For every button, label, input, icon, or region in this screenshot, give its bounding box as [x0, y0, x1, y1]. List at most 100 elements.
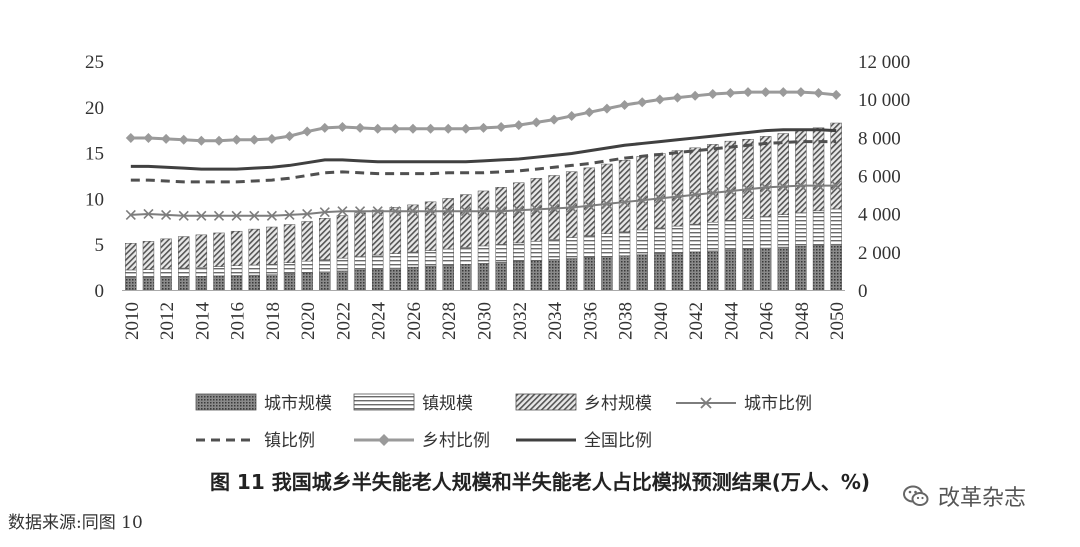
legend-label: 乡村比例: [422, 431, 490, 451]
legend-label: 城市规模: [264, 394, 332, 414]
marker-city-ratio-2041: [672, 191, 683, 202]
bar-city-2011: [142, 277, 155, 291]
marker-rural-ratio-2027: [425, 123, 436, 134]
bar-rural-2013: [178, 236, 190, 269]
chart-title: 图 11 我国城乡半失能老人规模和半失能老人占比模拟预测结果(万人、%): [209, 470, 871, 494]
bar-town-2011: [142, 269, 155, 278]
marker-rural-ratio-2022: [337, 121, 348, 132]
bar-city-2030: [477, 263, 490, 291]
legend-swatch: [195, 393, 257, 411]
right-tick-label: 2 000: [858, 243, 901, 264]
marker-city-ratio-2018: [266, 210, 277, 221]
bar-town-2031: [495, 244, 507, 263]
left-tick-label: 20: [85, 98, 104, 119]
marker-city-ratio-2023: [354, 206, 366, 217]
bar-town-2030: [477, 245, 490, 264]
right-tick-label: 10 000: [858, 90, 910, 111]
marker-city-ratio-2044: [725, 186, 736, 197]
bar-city-2041: [671, 252, 684, 291]
marker-city-ratio-2026: [407, 206, 419, 217]
bar-rural-2043: [707, 144, 719, 223]
x-tick-label: 2010: [122, 302, 143, 340]
marker-city-ratio-2024: [372, 206, 383, 217]
bar-rural-2010: [125, 242, 137, 271]
bar-town-2041: [671, 225, 684, 254]
marker-city-ratio-2020: [302, 208, 313, 220]
left-tick-label: 15: [85, 144, 104, 165]
marker-rural-ratio-2044: [725, 88, 736, 99]
marker-city-ratio-2038: [619, 196, 630, 208]
bar-town-2032: [513, 242, 525, 262]
bar-rural-2015: [213, 232, 225, 267]
bar-rural-2035: [565, 171, 578, 238]
legend-item: 城市比例: [676, 394, 812, 414]
marker-rural-ratio-2011: [143, 132, 154, 143]
bar-rural-2018: [266, 226, 278, 265]
legend-label: 镇比例: [264, 431, 315, 451]
bar-town-2027: [424, 250, 437, 267]
bar-city-2014: [195, 276, 208, 291]
bar-city-2025: [389, 267, 402, 291]
bar-town-2014: [195, 267, 208, 277]
bar-town-2036: [583, 235, 596, 258]
marker-city-ratio-2015: [213, 210, 225, 221]
marker-rural-ratio-2020: [302, 126, 313, 137]
legend-swatch: [353, 393, 415, 411]
bar-town-2042: [689, 223, 701, 253]
bar-city-2035: [565, 258, 578, 291]
marker-city-ratio-2029: [460, 206, 471, 217]
bar-town-2047: [777, 214, 789, 248]
bar-town-2044: [724, 220, 737, 251]
watermark-text: 改革杂志: [938, 486, 1027, 511]
bar-city-2026: [407, 266, 419, 291]
bar-city-2017: [248, 274, 260, 291]
right-tick-label: 4 000: [858, 205, 901, 226]
wechat-icon: [903, 485, 929, 506]
bar-rural-2032: [513, 182, 525, 244]
line-national-ratio: [130, 128, 837, 171]
line-town-ratio: [130, 140, 837, 184]
lines-layer: [125, 87, 842, 221]
left-tick-label: 0: [95, 281, 105, 302]
marker-rural-ratio-2037: [601, 103, 612, 114]
bar-town-2020: [301, 260, 313, 274]
bar-rural-2041: [671, 150, 684, 227]
bar-city-2024: [371, 268, 384, 291]
marker-rural-ratio-2029: [460, 123, 471, 134]
x-tick-label: 2016: [228, 302, 249, 340]
x-tick-label: 2028: [439, 302, 460, 340]
legend-marker: [378, 434, 390, 446]
bar-city-2040: [654, 253, 666, 291]
x-tick-label: 2026: [404, 302, 425, 340]
marker-rural-ratio-2042: [690, 90, 701, 101]
legend-swatch: [515, 393, 577, 411]
marker-rural-ratio-2013: [178, 134, 189, 145]
bar-city-2049: [812, 244, 825, 291]
marker-rural-ratio-2012: [161, 133, 172, 144]
marker-city-ratio-2032: [513, 205, 524, 216]
legend-item: 乡村规模: [515, 393, 652, 414]
watermark: 改革杂志: [902, 480, 1026, 512]
bar-rural-2036: [583, 167, 596, 236]
bar-town-2019: [283, 262, 296, 275]
bar-rural-2042: [689, 147, 701, 225]
marker-city-ratio-2049: [813, 180, 824, 191]
marker-city-ratio-2034: [548, 203, 560, 214]
marker-rural-ratio-2019: [284, 131, 295, 142]
marker-city-ratio-2047: [778, 181, 789, 192]
bar-rural-2049: [812, 127, 825, 212]
bar-city-2047: [777, 246, 789, 291]
bar-town-2025: [389, 253, 402, 269]
bar-rural-2046: [759, 136, 772, 217]
x-tick-label: 2044: [721, 302, 742, 341]
marker-city-ratio-2046: [760, 182, 771, 193]
bar-city-2010: [125, 277, 137, 291]
marker-rural-ratio-2025: [390, 123, 401, 134]
marker-rural-ratio-2038: [619, 99, 630, 110]
x-tick-label: 2024: [369, 302, 390, 341]
marker-city-ratio-2010: [125, 209, 136, 220]
bar-town-2033: [530, 241, 543, 261]
x-tick-label: 2022: [333, 302, 354, 340]
x-axis: 2010 2012 2014 2016 2018 2020 2022 2024 2026 2028…: [122, 290, 848, 341]
